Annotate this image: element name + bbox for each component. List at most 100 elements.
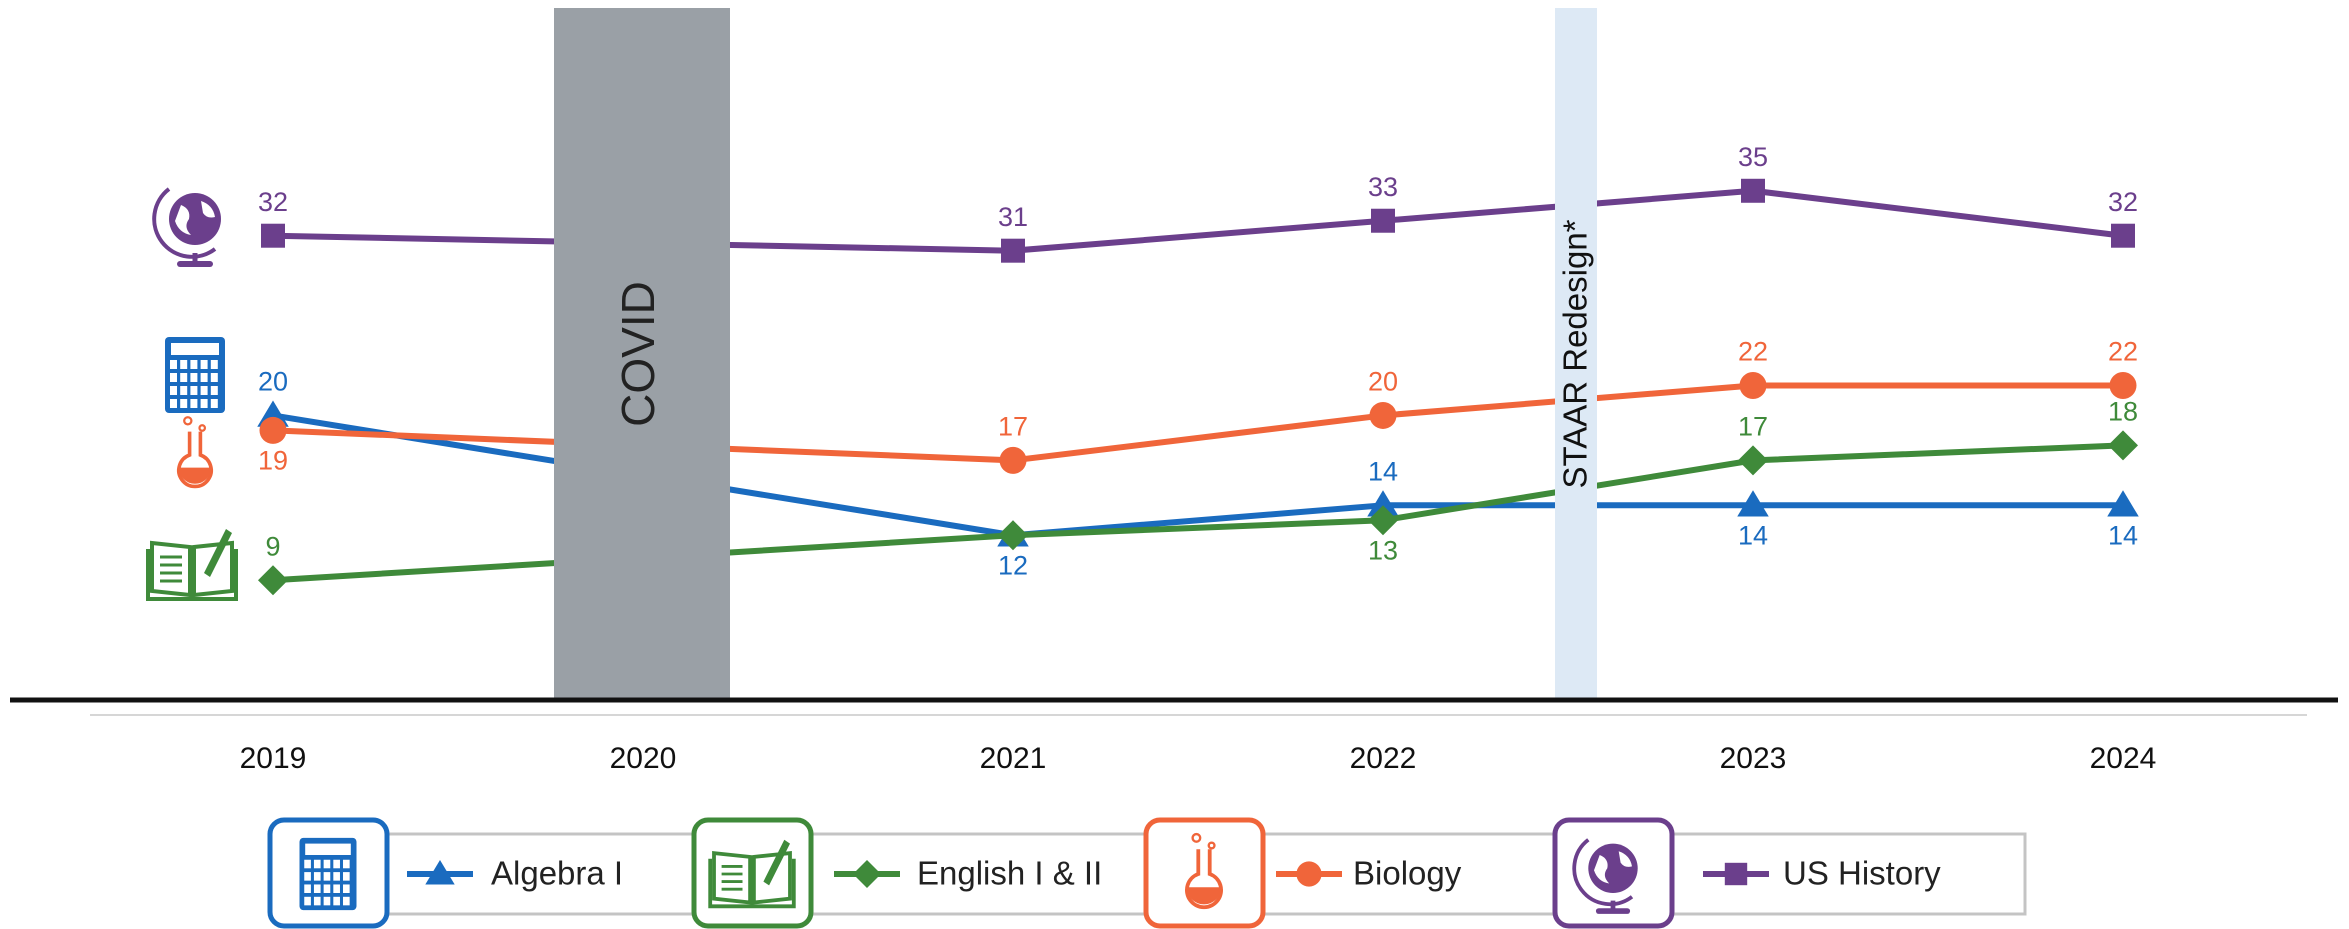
value-label: 18: [2108, 397, 2138, 427]
icon-part: [170, 386, 177, 395]
icon-part: [304, 859, 311, 869]
icon-part: [323, 884, 331, 893]
legend-label: English I & II: [917, 855, 1102, 892]
icon-part: [177, 431, 213, 489]
covid-band-cover: [554, 8, 730, 700]
icon-part: [343, 872, 350, 881]
icon-part: [152, 187, 217, 259]
x-tick-label: 2019: [240, 742, 307, 775]
calc-icon: [299, 837, 357, 911]
icon-part: [190, 386, 198, 395]
value-label: 33: [1368, 172, 1398, 202]
icon-part: [313, 884, 321, 893]
globe-icon: [152, 187, 221, 267]
marker: [1368, 505, 1398, 536]
series-line: [272, 412, 2123, 539]
icon-part: [343, 884, 350, 893]
staar-label: STAAR Redesign*: [1557, 219, 1594, 488]
covid-label: COVID: [612, 281, 664, 427]
value-label: 35: [1738, 142, 1768, 172]
marker: [1367, 490, 1399, 517]
icon-part: [313, 872, 321, 881]
value-label: 20: [258, 367, 288, 397]
icon-part: [323, 859, 331, 869]
marker: [261, 223, 285, 248]
icon-part: [323, 872, 331, 881]
icon-part: [333, 859, 340, 869]
legend-marker: [1296, 861, 1322, 887]
legend-label: Algebra I: [491, 855, 623, 892]
icon-part: [1595, 908, 1631, 914]
legend-marker: [1724, 862, 1748, 886]
icon-part: [200, 360, 208, 369]
icon-part: [763, 839, 790, 886]
value-label: 32: [258, 187, 288, 217]
legend-icon-box: [1143, 817, 1266, 929]
icon-part: [304, 896, 311, 906]
icon-part: [170, 399, 177, 408]
icon-part: [313, 859, 321, 869]
icon-part: [210, 386, 218, 395]
series-line: [272, 442, 2124, 584]
series-line: [272, 187, 2124, 254]
value-label: 17: [1738, 412, 1768, 442]
icon-part: [198, 424, 207, 432]
icon-part: [313, 896, 321, 906]
icon-part: [333, 872, 340, 881]
icon-part: [170, 373, 177, 382]
icon-part: [333, 884, 340, 893]
legend-marker: [425, 860, 455, 885]
icon-part: [200, 399, 208, 408]
marker: [1741, 178, 1765, 203]
icon-part: [304, 884, 311, 893]
icon-part: [304, 872, 311, 881]
icon-part: [180, 373, 188, 382]
icon-part: [200, 386, 208, 395]
marker: [2109, 371, 2137, 399]
legend-label: Biology: [1353, 855, 1462, 892]
marker: [1001, 238, 1025, 263]
x-tick-label: 2020: [610, 742, 677, 775]
icon-part: [323, 896, 331, 906]
x-tick-label: 2021: [980, 742, 1047, 775]
value-label: 14: [1368, 456, 1398, 486]
icon-part: [178, 467, 212, 484]
marker: [1369, 401, 1397, 429]
flask-icon: [177, 416, 213, 489]
value-label: 9: [265, 531, 280, 561]
value-label: 32: [2108, 187, 2138, 217]
x-tick-label: 2022: [1350, 742, 1417, 775]
icon-part: [180, 386, 188, 395]
book-icon: [708, 839, 796, 909]
icon-part: [177, 261, 213, 267]
icon-part: [210, 373, 218, 382]
value-label: 14: [2108, 520, 2138, 550]
icon-part: [175, 201, 215, 235]
value-label: 17: [998, 412, 1028, 442]
value-label: 14: [1738, 520, 1768, 550]
icon-part: [210, 399, 218, 408]
x-tick-label: 2023: [1720, 742, 1787, 775]
series-line: [272, 382, 2123, 464]
icon-part: [210, 360, 218, 369]
icon-part: [1186, 887, 1222, 905]
staar-band-cover: [1555, 8, 1597, 700]
icon-part: [1191, 832, 1202, 843]
icon-part: [1594, 851, 1632, 884]
value-label: 13: [1368, 535, 1398, 565]
marker: [1739, 371, 1767, 399]
icon-part: [200, 373, 208, 382]
marker: [2111, 223, 2135, 248]
book-icon: [146, 529, 238, 601]
marker: [1737, 490, 1769, 517]
marker: [2108, 430, 2138, 461]
marker: [1738, 445, 1768, 476]
icon-part: [171, 343, 219, 355]
value-label: 12: [998, 550, 1028, 580]
marker: [1371, 208, 1395, 233]
value-label: 22: [1738, 337, 1768, 367]
icon-part: [190, 360, 198, 369]
calc-icon: [165, 337, 225, 413]
icon-part: [343, 896, 350, 906]
